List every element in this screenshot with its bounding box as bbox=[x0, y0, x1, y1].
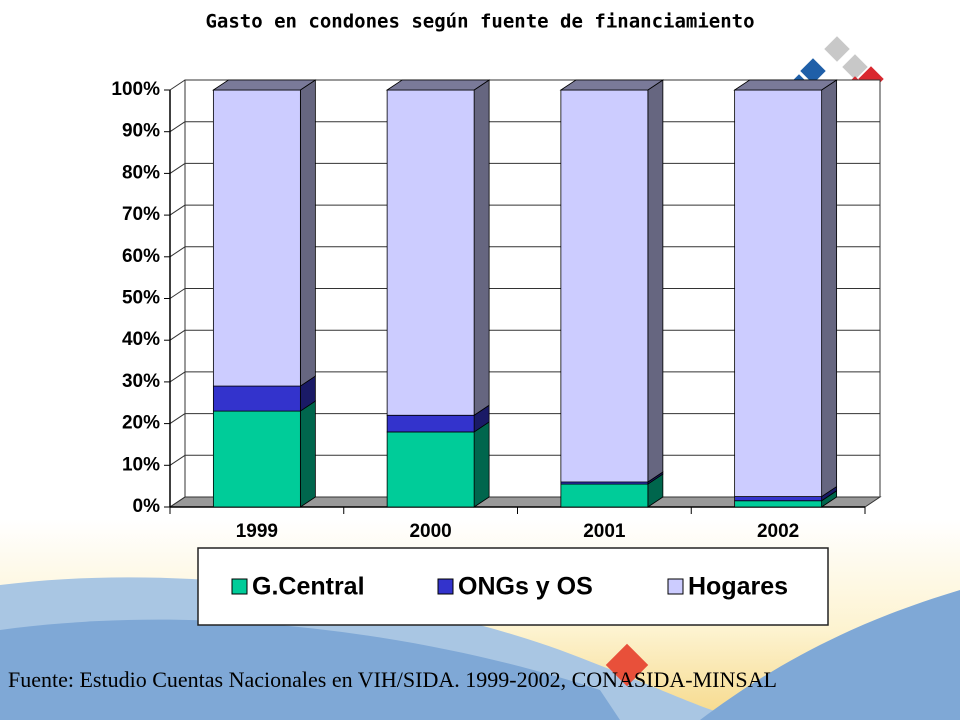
grid-line-side bbox=[169, 371, 186, 383]
wave bbox=[700, 590, 960, 720]
bar-side bbox=[473, 421, 490, 508]
y-tick-label: 0% bbox=[133, 496, 161, 517]
x-tick-label: 1999 bbox=[236, 521, 278, 542]
grid-line-side bbox=[169, 454, 186, 466]
bar bbox=[734, 500, 823, 508]
bar bbox=[560, 483, 649, 508]
legend-swatch bbox=[231, 578, 248, 595]
grid-line-side bbox=[169, 288, 186, 299]
source-note: Fuente: Estudio Cuentas Nacionales en VI… bbox=[8, 667, 777, 692]
legend-label: G.Central bbox=[252, 573, 365, 601]
bar bbox=[386, 431, 475, 508]
grid-line-side bbox=[169, 329, 186, 341]
legend-label: Hogares bbox=[688, 573, 788, 601]
y-tick-label: 90% bbox=[122, 121, 160, 142]
legend-label: ONGs y OS bbox=[458, 573, 593, 601]
bar-side bbox=[821, 79, 838, 498]
y-tick-label: 100% bbox=[111, 79, 160, 100]
y-tick-label: 20% bbox=[122, 413, 160, 434]
bar bbox=[386, 89, 475, 416]
legend bbox=[197, 547, 829, 626]
bar bbox=[386, 414, 475, 433]
y-tick-label: 70% bbox=[122, 204, 160, 225]
wave bbox=[0, 619, 620, 720]
bar-top bbox=[559, 79, 665, 91]
legend-swatch bbox=[437, 578, 454, 595]
bar bbox=[212, 385, 301, 412]
bar-top bbox=[385, 79, 491, 91]
y-tick-label: 40% bbox=[122, 329, 160, 350]
bar-top bbox=[212, 79, 317, 91]
y-tick-label: 50% bbox=[122, 288, 160, 309]
bar bbox=[560, 89, 649, 483]
grid-line-side bbox=[169, 413, 186, 425]
y-tick-label: 80% bbox=[122, 162, 160, 183]
bar bbox=[734, 496, 823, 502]
x-tick-label: 2001 bbox=[583, 521, 626, 542]
bar-side bbox=[473, 79, 490, 417]
bar-side bbox=[299, 400, 316, 508]
grid-line-side bbox=[169, 204, 186, 216]
grid-line-side bbox=[169, 121, 186, 133]
bar bbox=[734, 89, 823, 497]
y-tick-label: 60% bbox=[122, 246, 160, 267]
y-tick-label: 10% bbox=[122, 454, 160, 475]
bar-top bbox=[733, 79, 838, 91]
bar-side bbox=[647, 79, 664, 483]
chart-title: Gasto en condones según fuente de financ… bbox=[205, 11, 754, 33]
grid-line-side bbox=[169, 162, 186, 174]
grid-line-side bbox=[169, 496, 186, 508]
grid-line-side bbox=[169, 246, 186, 258]
bar bbox=[212, 89, 301, 387]
legend-swatch bbox=[667, 578, 684, 595]
bar-side bbox=[299, 79, 316, 387]
x-tick-label: 2000 bbox=[409, 521, 451, 542]
x-tick-label: 2002 bbox=[757, 521, 799, 542]
grid-line-side bbox=[169, 79, 186, 91]
bar bbox=[212, 410, 301, 508]
y-tick-label: 30% bbox=[122, 371, 160, 392]
